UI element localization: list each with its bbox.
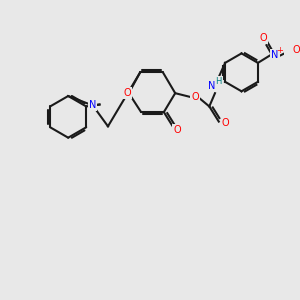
Text: O: O: [293, 45, 300, 55]
Text: O: O: [123, 88, 131, 98]
Text: N: N: [271, 50, 279, 60]
Text: O: O: [260, 33, 267, 43]
Text: N: N: [208, 81, 216, 91]
Text: O: O: [222, 118, 229, 128]
Text: O: O: [191, 92, 199, 102]
Text: +: +: [276, 46, 283, 55]
Text: H: H: [216, 77, 222, 86]
Text: N: N: [89, 100, 97, 110]
Text: O: O: [173, 125, 181, 135]
